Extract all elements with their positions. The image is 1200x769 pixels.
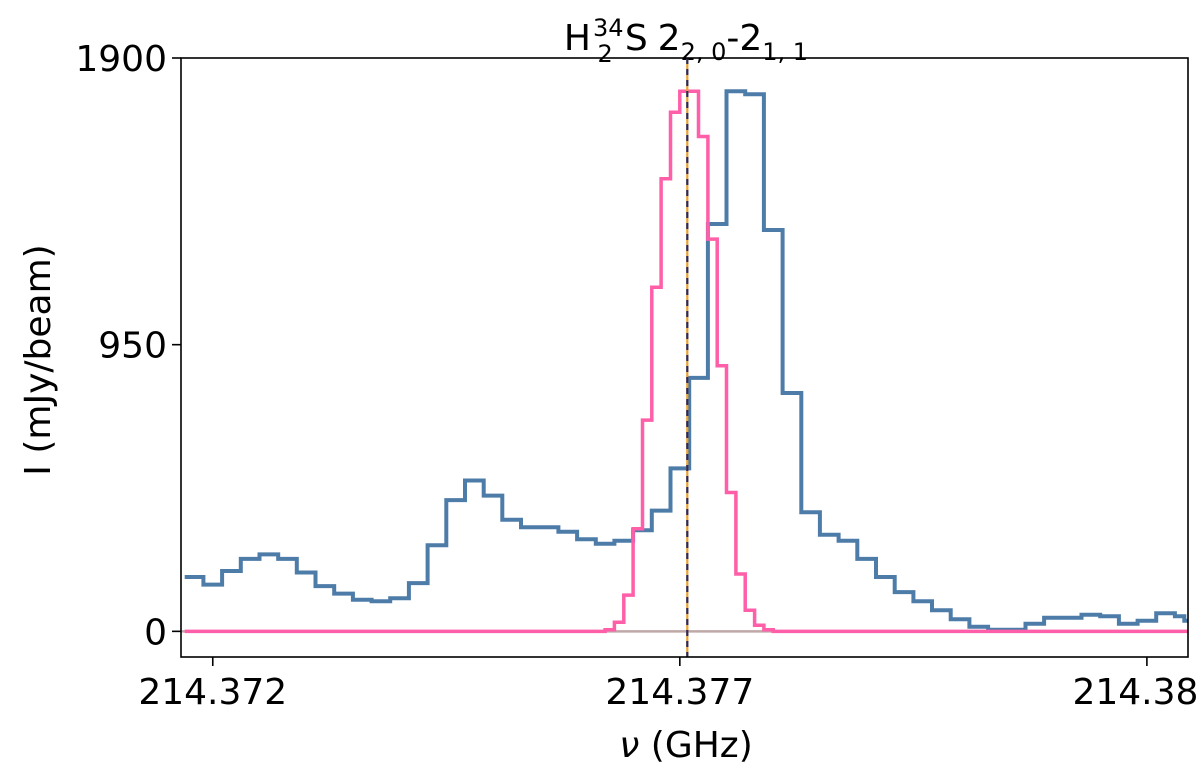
x-axis-unit: (GHz) [651, 725, 753, 766]
x-axis-label: ν (GHz) [619, 725, 753, 766]
x-tick-label: 214.372 [138, 672, 287, 713]
title-species-tail: S [625, 18, 648, 59]
chart-title: H34 2 S 22, 0-21, 1 [564, 14, 808, 68]
plot-frame [180, 57, 1189, 658]
title-transition-lower-sub: 1, 1 [762, 38, 808, 66]
title-transition-sep: -2 [726, 18, 762, 59]
y-tick-label: 0 [144, 612, 167, 653]
title-species: H [564, 18, 591, 59]
title-species-sub: 2 [598, 40, 613, 68]
series-observed-line [184, 89, 1188, 632]
series-model-line [184, 89, 1188, 634]
x-axis-symbol: ν [619, 725, 639, 766]
y-tick-label: 1900 [75, 39, 167, 80]
y-tick-label: 950 [98, 326, 167, 367]
title-transition-upper: 2 [658, 18, 681, 59]
title-species-sup: 34 [593, 14, 624, 42]
x-tick-label: 214.377 [605, 672, 754, 713]
y-axis-label: I (mJy/beam) [18, 244, 59, 475]
x-tick-label: 214.382 [1072, 672, 1200, 713]
